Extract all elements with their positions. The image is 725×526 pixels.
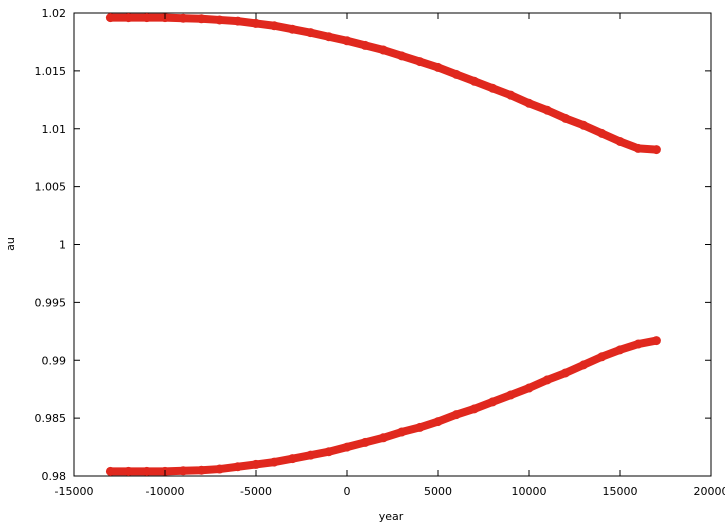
- y-axis-title: au: [4, 237, 17, 251]
- data-point: [251, 18, 261, 28]
- data-point: [324, 447, 334, 457]
- data-point: [524, 383, 534, 393]
- y-tick-label: 1.02: [42, 7, 67, 20]
- data-point: [524, 98, 534, 108]
- data-point: [469, 404, 479, 414]
- data-point: [633, 143, 643, 153]
- axis-ticks: -15000 -10000 -5000 0 5000 10000 15000 20000 0.9…: [35, 7, 725, 498]
- data-point: [233, 462, 243, 472]
- data-point: [360, 40, 370, 50]
- data-point: [397, 427, 407, 437]
- data-point: [506, 90, 516, 100]
- data-point: [542, 375, 552, 385]
- data-point: [269, 21, 279, 31]
- y-tick-label: 0.98: [42, 470, 67, 483]
- plot-frame: [73, 12, 712, 477]
- data-point: [597, 352, 607, 362]
- data-point: [579, 120, 589, 130]
- data-point: [433, 62, 443, 72]
- data-point: [142, 466, 152, 476]
- data-point: [251, 459, 261, 469]
- data-point: [615, 345, 625, 355]
- data-point: [433, 417, 443, 427]
- y-tick-label: 0.99: [42, 354, 67, 367]
- data-point: [651, 145, 661, 155]
- x-tick-label: -5000: [240, 485, 272, 498]
- data-point: [215, 15, 225, 25]
- data-point: [488, 397, 498, 407]
- x-axis-title: year: [379, 510, 404, 523]
- x-tick-label: -15000: [55, 485, 94, 498]
- data-point: [287, 454, 297, 464]
- data-point: [488, 83, 498, 93]
- data-point: [560, 368, 570, 378]
- data-point: [105, 13, 115, 23]
- data-point: [306, 28, 316, 38]
- y-tick-label: 0.985: [35, 412, 67, 425]
- data-point: [324, 32, 334, 42]
- data-point: [415, 422, 425, 432]
- data-point: [597, 128, 607, 138]
- data-point: [615, 136, 625, 146]
- data-point: [451, 410, 461, 420]
- data-point: [360, 437, 370, 447]
- y-tick-label: 0.995: [35, 296, 67, 309]
- data-point: [269, 457, 279, 467]
- y-tick-label: 1.015: [35, 65, 67, 78]
- data-point: [124, 466, 134, 476]
- data-point: [178, 466, 188, 476]
- data-point: [560, 113, 570, 123]
- data-point: [342, 36, 352, 46]
- data-point: [178, 13, 188, 23]
- data-point: [287, 24, 297, 34]
- data-point: [105, 466, 115, 476]
- x-tick-label: -10000: [146, 485, 185, 498]
- data-point: [378, 433, 388, 443]
- series-1: [105, 13, 661, 155]
- data-point: [196, 14, 206, 24]
- data-point: [215, 464, 225, 474]
- data-point: [469, 76, 479, 86]
- data-point: [306, 450, 316, 460]
- data-point: [506, 390, 516, 400]
- x-tick-label: 15000: [603, 485, 638, 498]
- x-tick-label: 10000: [512, 485, 547, 498]
- data-point: [142, 13, 152, 23]
- data-marks: [105, 13, 661, 476]
- x-tick-label: 20000: [694, 485, 725, 498]
- data-point: [233, 16, 243, 26]
- x-tick-label: 5000: [424, 485, 452, 498]
- y-tick-label: 1.01: [42, 123, 67, 136]
- series-line: [106, 13, 661, 154]
- data-point: [633, 339, 643, 349]
- data-point: [397, 51, 407, 61]
- y-tick-label: 1.005: [35, 181, 67, 194]
- data-point: [451, 69, 461, 79]
- x-tick-label: 0: [344, 485, 351, 498]
- data-point: [415, 57, 425, 67]
- data-point: [378, 45, 388, 55]
- data-point: [651, 336, 661, 346]
- data-point: [124, 13, 134, 23]
- data-point: [542, 105, 552, 115]
- data-point: [342, 442, 352, 452]
- data-point: [196, 465, 206, 475]
- y-tick-label: 1: [59, 239, 66, 252]
- data-point: [579, 360, 589, 370]
- series-2: [105, 336, 661, 476]
- series-line: [106, 336, 661, 476]
